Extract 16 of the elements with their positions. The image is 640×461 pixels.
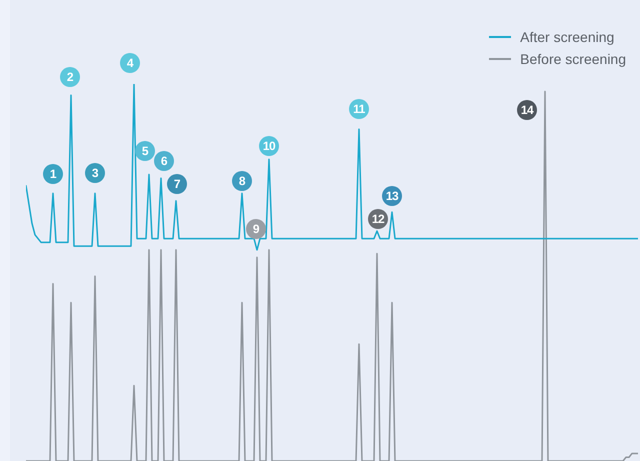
annotation: 11 bbox=[349, 99, 369, 119]
annotation: 3 bbox=[85, 163, 105, 183]
legend-label: Before screening bbox=[520, 51, 626, 67]
annotation: 8 bbox=[232, 171, 252, 191]
annotation: 2 bbox=[60, 67, 80, 87]
text: 4 bbox=[120, 53, 140, 73]
annotation: 9 bbox=[246, 219, 266, 239]
legend-label: After screening bbox=[520, 29, 614, 45]
annotation: 7 bbox=[167, 174, 187, 194]
annotation: 5 bbox=[135, 141, 155, 161]
annotation: 10 bbox=[259, 136, 279, 156]
annotation: 1 bbox=[43, 164, 63, 184]
annotation: 13 bbox=[382, 186, 402, 206]
annotation: 6 bbox=[154, 151, 174, 171]
annotation: 12 bbox=[368, 209, 388, 229]
annotation: 14 bbox=[517, 100, 537, 120]
